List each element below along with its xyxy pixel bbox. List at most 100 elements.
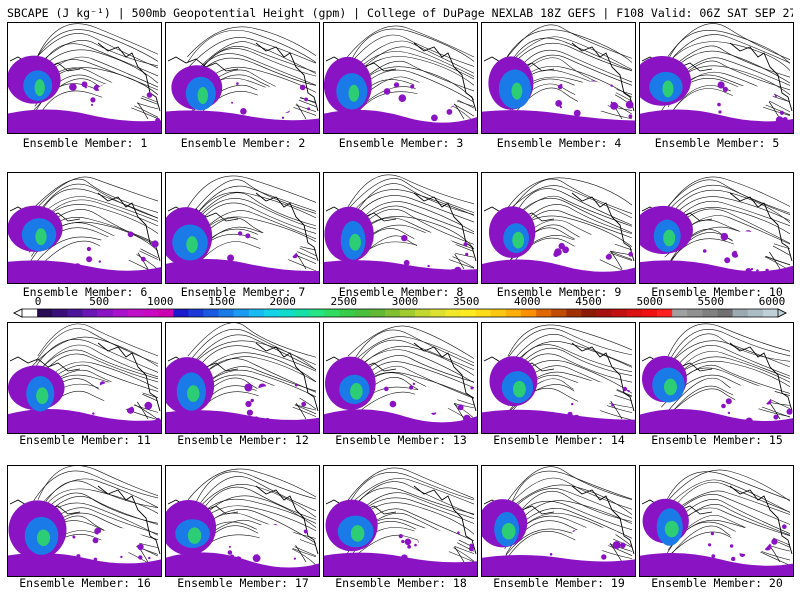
colorbar-tick-label: 6000 [758,295,786,308]
ensemble-member-label: Ensemble Member: 16 [19,576,151,590]
colorbar-swatch [430,309,446,317]
colorbar-swatch [415,309,431,317]
ensemble-member-map [481,22,636,134]
colorbar-swatch [67,309,83,317]
colorbar-swatch [233,309,250,317]
colorbar-swatch [127,309,144,317]
colorbar-swatch [263,309,280,317]
colorbar-tick-label: 1000 [147,295,174,308]
colorbar-swatch [52,309,68,317]
colorbar-swatch [188,309,204,317]
ensemble-member-label: Ensemble Member: 19 [493,576,625,590]
colorbar-tick-label: 3500 [452,295,480,308]
colorbar-left-arrow [13,308,23,318]
colorbar-swatch [672,309,688,317]
colorbar-swatch [384,309,401,317]
ensemble-member-label: Ensemble Member: 15 [651,433,783,447]
colorbar-swatch [97,309,114,317]
colorbar-swatch [37,309,53,317]
colorbar-tick-label: 5000 [636,295,663,308]
ensemble-member-map [323,172,478,284]
colorbar-swatch [717,309,733,317]
ensemble-member-label: Ensemble Member: 5 [654,136,780,150]
colorbar-swatch [82,309,98,317]
ensemble-member-map [323,465,478,577]
colorbar-swatch [339,309,355,317]
ensemble-member-label: Ensemble Member: 20 [651,576,783,590]
ensemble-member-map [165,322,320,434]
colorbar-tick-label: 0 [34,295,42,308]
colorbar-swatch [142,309,159,317]
colorbar-tick-label: 5500 [697,295,725,308]
colorbar-swatch [369,309,386,317]
colorbar-right-arrow [777,308,787,318]
colorbar-swatch [475,309,492,317]
ensemble-member-map [165,22,320,134]
colorbar-tick-label: 3000 [391,295,419,308]
colorbar-swatch [248,309,265,317]
ensemble-member-label: Ensemble Member: 17 [177,576,309,590]
colorbar-swatch [324,309,340,317]
ensemble-member-label: Ensemble Member: 12 [177,433,309,447]
map-title: SBCAPE (J kg⁻¹) | 500mb Geopotential Hei… [7,6,793,20]
ensemble-member-label: Ensemble Member: 6 [22,285,148,299]
colorbar-swatch [203,309,219,317]
colorbar-swatch [732,309,749,317]
colorbar-swatch [279,309,295,317]
ensemble-member-map [7,172,162,284]
ensemble-member-label: Ensemble Member: 1 [22,136,148,150]
ensemble-member-map [323,322,478,434]
colorbar-swatch [505,309,522,317]
ensemble-member-label: Ensemble Member: 9 [496,285,622,299]
ensemble-member-map [481,465,636,577]
colorbar-swatch [762,309,779,317]
colorbar-swatch [520,309,537,317]
ensemble-member-label: Ensemble Member: 18 [335,576,467,590]
ensemble-member-map [481,322,636,434]
colorbar-swatch [641,309,658,317]
ensemble-member-label: Ensemble Member: 7 [180,285,306,299]
ensemble-member-map [323,22,478,134]
colorbar-swatch [218,309,234,317]
colorbar-swatch [445,309,461,317]
ensemble-member-label: Ensemble Member: 10 [651,285,783,299]
colorbar-tick-label: 1500 [208,295,235,308]
colorbar-swatch [566,309,582,317]
colorbar-swatch [657,309,673,317]
colorbar-swatch [354,309,371,317]
ensemble-member-map [7,465,162,577]
colorbar-swatch [400,309,416,317]
ensemble-member-map [7,22,162,134]
ensemble-member-label: Ensemble Member: 13 [335,433,467,447]
colorbar-tick-label: 4000 [514,295,541,308]
colorbar-swatch [22,309,38,317]
sbcape-colorbar [13,308,787,318]
colorbar-swatch [309,309,325,317]
colorbar-tick-label: 2000 [269,295,296,308]
colorbar-swatch [687,309,703,317]
colorbar-tick-label: 2500 [330,295,358,308]
ensemble-member-map [165,465,320,577]
colorbar-swatch [158,309,174,317]
ensemble-member-map [639,322,794,434]
colorbar-swatch [581,309,597,317]
ensemble-member-label: Ensemble Member: 14 [493,433,625,447]
ensemble-member-label: Ensemble Member: 11 [19,433,151,447]
colorbar-swatch [112,309,129,317]
colorbar-swatch [173,309,189,317]
colorbar-swatch [294,309,310,317]
ensemble-member-label: Ensemble Member: 4 [496,136,622,150]
colorbar-swatch [702,309,718,317]
ensemble-member-map [639,465,794,577]
colorbar-swatch [626,309,643,317]
colorbar-swatch [596,309,612,317]
ensemble-member-label: Ensemble Member: 2 [180,136,306,150]
colorbar-swatch [611,309,628,317]
ensemble-member-label: Ensemble Member: 8 [338,285,464,299]
ensemble-member-map [7,322,162,434]
colorbar-tick-label: 4500 [575,295,602,308]
ensemble-member-map [639,172,794,284]
ensemble-member-map [481,172,636,284]
ensemble-member-map [165,172,320,284]
colorbar-swatch [551,309,567,317]
